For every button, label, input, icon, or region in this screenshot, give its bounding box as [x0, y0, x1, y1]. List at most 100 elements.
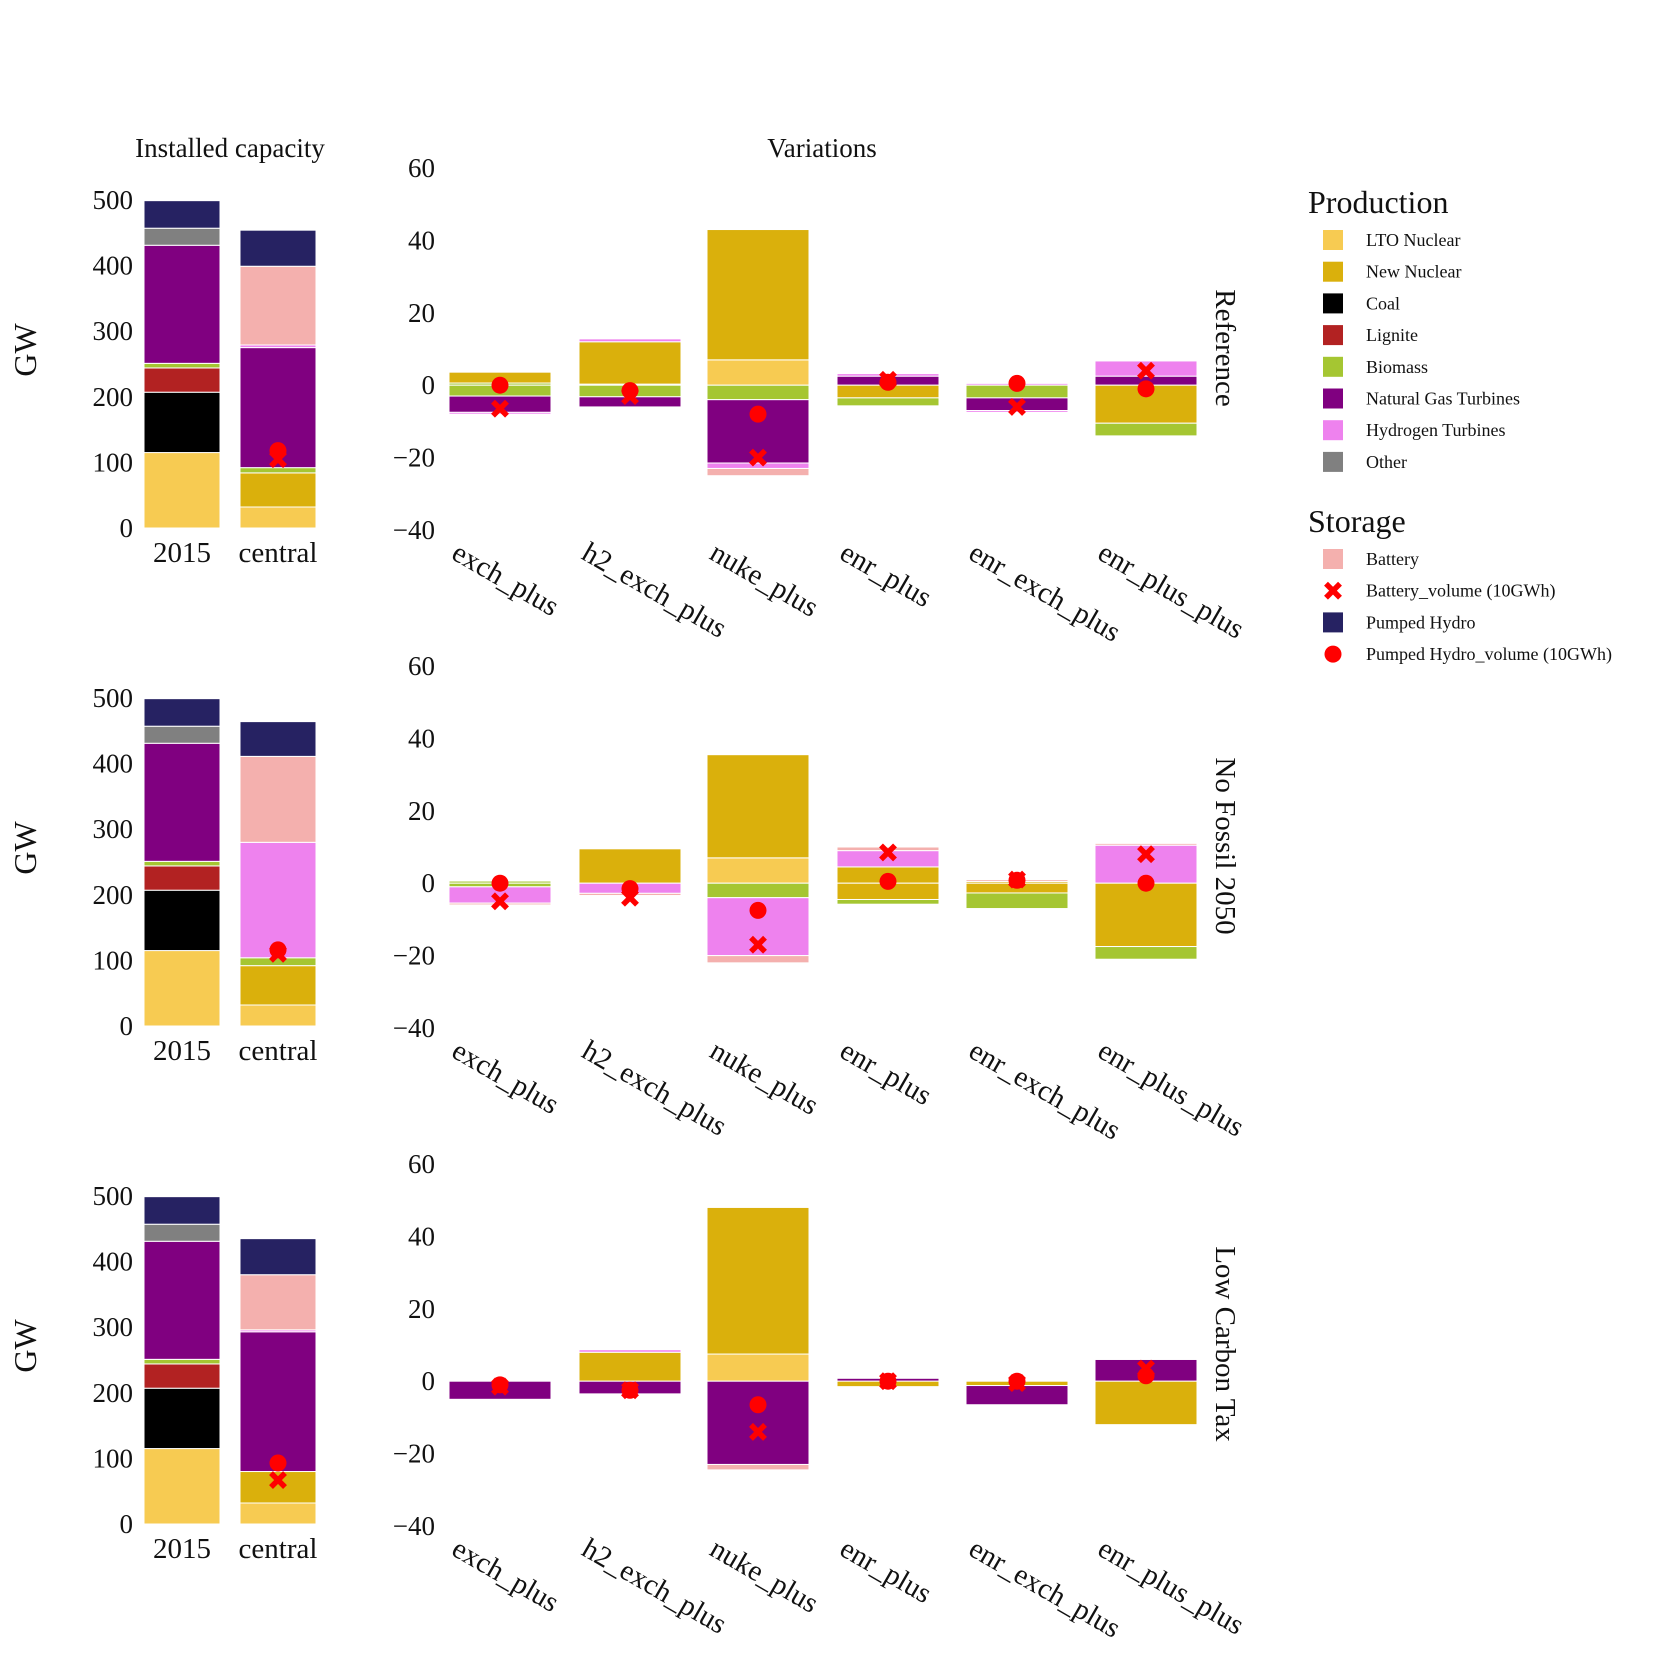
variation-pumped-volume-dot — [1137, 380, 1155, 398]
legend-label-coal: Coal — [1366, 293, 1400, 313]
variation-pumped-volume-dot — [749, 901, 767, 919]
capacity-bar-2015-coal — [143, 1387, 221, 1450]
variation-tick-label: 60 — [408, 651, 435, 681]
variation-battery-volume-cross-stroke-b — [1008, 1374, 1026, 1392]
capacity-bar-2015-other — [143, 725, 221, 744]
capacity-bar-2015-lto-nuclear — [143, 1448, 221, 1525]
capacity-bar-2015-biomass — [143, 1358, 221, 1365]
variation-bar-nuke-plus-lto-nuclear-pos — [706, 359, 810, 386]
variation-battery-volume-cross — [879, 370, 897, 389]
capacity-bar-2015-lto-nuclear — [143, 950, 221, 1027]
variation-battery-volume-cross-stroke-b — [1137, 1359, 1155, 1378]
variation-battery-volume-cross — [1137, 361, 1155, 380]
variation-pumped-volume-dot — [491, 376, 509, 394]
variation-battery-volume-cross — [491, 892, 509, 911]
capacity-battery-volume-cross-stroke-b — [269, 1471, 287, 1489]
legend-production-title: Production — [1308, 184, 1448, 220]
variation-battery-volume-cross-stroke-b — [879, 370, 897, 389]
variation-battery-volume-cross — [491, 399, 509, 418]
variation-battery-volume-cross — [879, 843, 897, 862]
capacity-bar-2015-natural-gas-turbines — [143, 1240, 221, 1360]
variation-battery-volume-cross — [749, 448, 767, 467]
variation-category-label: h2_exch_plus — [577, 536, 733, 644]
variation-pumped-volume-dot — [1137, 874, 1155, 892]
variation-battery-volume-cross-stroke-b — [1137, 845, 1155, 864]
variation-tick-label: −40 — [393, 515, 435, 545]
legend-label-lignite: Lignite — [1366, 325, 1418, 345]
capacity-bar-central-new-nuclear — [239, 965, 317, 1006]
variation-battery-volume-cross — [621, 387, 639, 406]
variation-pumped-volume-dot — [879, 872, 897, 890]
variation-battery-volume-cross-stroke-b — [749, 935, 767, 954]
capacity-bar-2015-biomass — [143, 860, 221, 867]
panel-low-carbon-tax: GW 0 100 200 300 400 500 2015 central −40 −20 0 20 40… — [7, 1149, 1249, 1645]
legend-swatch-natural-gas-turbines — [1323, 388, 1343, 409]
variation-bar-h2-exch-plus-hydrogen-turbines-pos — [578, 1349, 682, 1353]
capacity-tick-label: 500 — [93, 683, 134, 713]
capacity-bar-2015-pumped-hydro — [143, 1196, 221, 1225]
capacity-tick-label: 0 — [120, 1011, 134, 1041]
legend-label-biomass: Biomass — [1366, 357, 1428, 377]
legend-label-battery-volume-10gwh: Battery_volume (10GWh) — [1366, 581, 1555, 602]
capacity-category-label: 2015 — [153, 1035, 211, 1067]
panel-no-fossil-2050: GW 0 100 200 300 400 500 2015 central −40 −20 0 20 40… — [7, 651, 1249, 1147]
variation-category-label: exch_plus — [447, 1532, 565, 1619]
capacity-bar-2015-other — [143, 227, 221, 246]
variation-bar-enr-exch-plus-biomass-neg — [965, 892, 1069, 910]
variation-bar-nuke-plus-lto-nuclear-pos — [706, 857, 810, 884]
capacity-battery-volume-cross-stroke-b — [269, 450, 287, 469]
legend-label-pumped-hydro-volume-10gwh: Pumped Hydro_volume (10GWh) — [1366, 644, 1612, 665]
legend-cross-icon-stroke-b — [1324, 581, 1342, 600]
variation-tick-label: −20 — [393, 443, 435, 473]
legend-swatch-lto-nuclear — [1323, 230, 1343, 250]
variation-battery-volume-cross-stroke-b — [621, 387, 639, 406]
variation-bar-enr-plus-plus-new-nuclear-neg — [1094, 1380, 1198, 1426]
variation-bar-nuke-plus-new-nuclear-pos — [706, 229, 810, 361]
variation-battery-volume-cross-stroke-b — [621, 1381, 639, 1400]
variation-category-label: exch_plus — [447, 1034, 565, 1121]
legend: Production LTO Nuclear New Nuclear Coal Lign… — [1308, 184, 1612, 665]
variation-tick-label: 20 — [408, 1294, 435, 1324]
capacity-bar-central-battery — [239, 265, 317, 346]
capacity-battery-volume-cross — [269, 944, 287, 963]
panel-reference: GW 0 100 200 300 400 500 2015 central −40 −20 0 20 40… — [7, 153, 1249, 649]
scenario-strip-label: Low Carbon Tax — [1209, 1246, 1241, 1442]
capacity-tick-label: 400 — [93, 1247, 134, 1277]
capacity-bar-2015-natural-gas-turbines — [143, 742, 221, 862]
capacity-pumped-volume-dot — [269, 941, 287, 959]
legend-label-other: Other — [1366, 452, 1407, 472]
variation-bar-h2-exch-plus-new-nuclear-pos — [578, 341, 682, 385]
legend-label-pumped-hydro: Pumped Hydro — [1366, 612, 1476, 632]
legend-label-battery: Battery — [1366, 549, 1419, 569]
variation-tick-label: 40 — [408, 225, 435, 255]
capacity-tick-label: 500 — [93, 1181, 134, 1211]
capacity-bar-central-biomass — [239, 957, 317, 967]
variation-battery-volume-cross-stroke-b — [1008, 870, 1026, 889]
capacity-tick-label: 300 — [93, 1312, 134, 1342]
variation-bar-nuke-plus-new-nuclear-pos — [706, 754, 810, 859]
variation-battery-volume-cross — [1137, 845, 1155, 864]
capacity-tick-label: 200 — [93, 382, 134, 412]
y-axis-label: GW — [7, 821, 43, 875]
capacity-bar-central-lto-nuclear — [239, 506, 317, 529]
variation-tick-label: 0 — [422, 1366, 436, 1396]
variation-battery-volume-cross-stroke-b — [1008, 397, 1026, 416]
variation-battery-volume-cross — [1137, 1359, 1155, 1378]
legend-swatch-pumped-hydro — [1323, 612, 1343, 633]
capacity-battery-volume-cross — [269, 450, 287, 469]
capacity-category-label: 2015 — [153, 537, 211, 569]
variation-bar-nuke-plus-hydrogen-turbines-neg — [706, 462, 810, 469]
variation-tick-label: −40 — [393, 1013, 435, 1043]
variation-bar-enr-plus-plus-battery-pos — [1094, 842, 1198, 846]
legend-dot-icon — [1324, 645, 1342, 663]
variation-battery-volume-cross-stroke-b — [621, 888, 639, 907]
capacity-tick-label: 300 — [93, 814, 134, 844]
capacity-bar-central-lto-nuclear — [239, 1502, 317, 1525]
variation-tick-label: 40 — [408, 1221, 435, 1251]
variation-tick-label: −40 — [393, 1511, 435, 1541]
capacity-tick-label: 200 — [93, 1378, 134, 1408]
variation-category-label: h2_exch_plus — [577, 1034, 733, 1142]
capacity-bar-central-hydrogen-turbines — [239, 841, 317, 959]
variations-title: Variations — [767, 133, 876, 163]
